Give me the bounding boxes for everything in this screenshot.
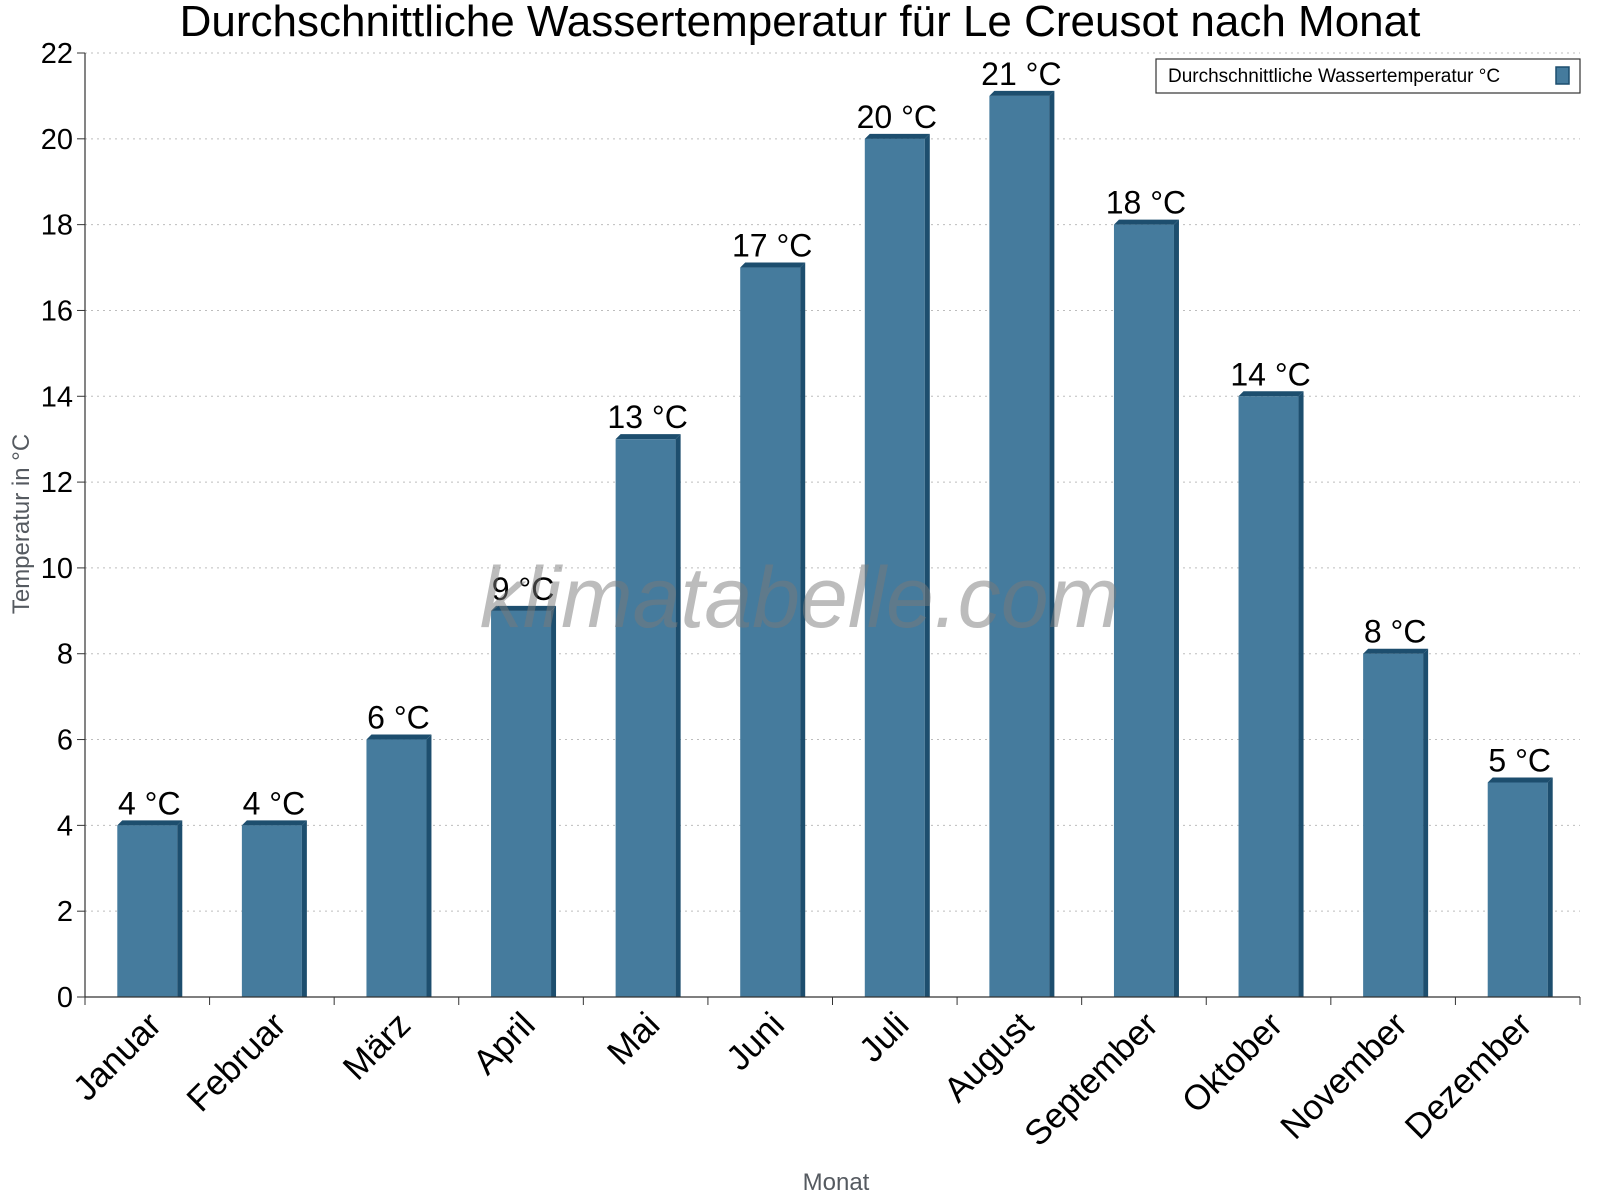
- bar-side: [800, 262, 806, 998]
- x-tick-label: Juli: [852, 1005, 917, 1070]
- bar-front: [366, 739, 427, 997]
- bar: [615, 434, 681, 997]
- x-tick-label: Februar: [179, 1005, 293, 1119]
- bar-top: [241, 820, 307, 826]
- bar: [740, 262, 806, 998]
- y-axis-ticks: 0 2 4 6 8 10 12 14 16 18 20 22: [41, 38, 85, 1014]
- chart-title: Durchschnittliche Wassertemperatur für L…: [180, 0, 1421, 46]
- bar-top: [491, 605, 557, 611]
- bar-top: [864, 133, 930, 139]
- bar-side: [551, 605, 557, 997]
- bar: [1487, 777, 1553, 997]
- y-tick-label: 6: [57, 725, 73, 757]
- x-tick-label: Juni: [719, 1005, 792, 1078]
- y-tick-label: 20: [41, 124, 73, 156]
- x-tick-label: April: [466, 1005, 543, 1082]
- bar: [491, 605, 557, 997]
- bar-top: [615, 434, 681, 440]
- bar-front: [615, 439, 676, 997]
- bar-side: [1049, 90, 1055, 998]
- x-tick-label: Mai: [600, 1005, 667, 1072]
- y-tick-label: 12: [41, 467, 73, 499]
- y-axis-label: Temperatur in °C: [8, 434, 35, 614]
- watermark: klimatabelle.com: [480, 550, 1120, 646]
- data-label: 4 °C: [243, 785, 306, 821]
- y-tick-label: 18: [41, 210, 73, 242]
- bar-top: [1487, 777, 1553, 783]
- x-axis-label: Monat: [803, 1169, 870, 1196]
- bar-top: [117, 820, 183, 826]
- gridlines: [85, 52, 1580, 912]
- data-label: 14 °C: [1230, 356, 1310, 392]
- data-label: 20 °C: [857, 99, 937, 135]
- bar-side: [1423, 648, 1429, 997]
- bar-top: [1363, 648, 1429, 654]
- data-labels: 4 °C 4 °C 6 °C 9 °C 13 °C 17 °C 20 °C 21 °C 18 °…: [118, 56, 1551, 821]
- data-label: 6 °C: [367, 700, 430, 736]
- data-label: 18 °C: [1106, 185, 1186, 221]
- x-tick-label: August: [936, 1005, 1041, 1110]
- y-tick-label: 10: [41, 553, 73, 585]
- x-tick-label: März: [336, 1005, 419, 1088]
- bar-side: [1298, 391, 1304, 998]
- x-tick-label: November: [1273, 1005, 1415, 1147]
- data-label: 21 °C: [981, 56, 1061, 92]
- bar: [989, 90, 1055, 998]
- x-tick-label: Januar: [66, 1005, 169, 1108]
- data-label: 9 °C: [492, 571, 555, 607]
- x-axis-ticks: Januar Februar März April Mai Juni Juli AugustS…: [66, 997, 1581, 1154]
- bar-front: [117, 825, 178, 997]
- bar-side: [1547, 777, 1553, 997]
- data-label: 4 °C: [118, 785, 181, 821]
- bar-side: [177, 820, 183, 997]
- bar-side: [1173, 219, 1179, 998]
- bar-side: [675, 434, 681, 997]
- legend-label: Durchschnittliche Wassertemperatur °C: [1168, 66, 1500, 87]
- data-label: 17 °C: [732, 228, 812, 264]
- bar: [864, 133, 930, 997]
- bar: [1238, 391, 1304, 998]
- y-tick-label: 0: [57, 982, 73, 1014]
- bar: [1113, 219, 1179, 998]
- x-tick-label: September: [1017, 1005, 1166, 1154]
- y-tick-label: 22: [41, 38, 73, 70]
- bar: [366, 734, 432, 997]
- bar-front: [1487, 782, 1548, 997]
- bar-top: [989, 90, 1055, 96]
- bars: [117, 90, 1553, 998]
- y-tick-label: 14: [41, 381, 73, 413]
- bar-front: [1113, 224, 1174, 998]
- bar-side: [301, 820, 307, 997]
- bar-top: [740, 262, 806, 268]
- bar-front: [864, 138, 925, 997]
- axes: [84, 53, 1580, 998]
- bar-front: [241, 825, 302, 997]
- data-label: 8 °C: [1364, 614, 1427, 650]
- x-tick-label: Oktober: [1175, 1005, 1291, 1121]
- bar: [117, 820, 183, 997]
- bar-top: [366, 734, 432, 740]
- legend-swatch: [1555, 66, 1570, 85]
- y-tick-label: 2: [57, 896, 73, 928]
- bar-front: [740, 267, 801, 998]
- bar-front: [491, 610, 552, 997]
- data-label: 5 °C: [1488, 742, 1551, 778]
- bar-side: [924, 133, 930, 997]
- bar-top: [1238, 391, 1304, 397]
- y-tick-label: 16: [41, 295, 73, 327]
- legend-box: [1155, 58, 1581, 94]
- bar-front: [1363, 653, 1424, 997]
- bar-top: [1113, 219, 1179, 225]
- y-tick-label: 4: [57, 810, 73, 842]
- bar-front: [1238, 396, 1299, 998]
- bar: [1363, 648, 1429, 997]
- y-tick-label: 8: [57, 639, 73, 671]
- data-label: 13 °C: [607, 399, 687, 435]
- bar-side: [426, 734, 432, 997]
- legend: Durchschnittliche Wassertemperatur °C: [1155, 58, 1581, 94]
- bar-front: [989, 95, 1050, 998]
- bar: [241, 820, 307, 997]
- x-tick-label: Dezember: [1398, 1005, 1540, 1147]
